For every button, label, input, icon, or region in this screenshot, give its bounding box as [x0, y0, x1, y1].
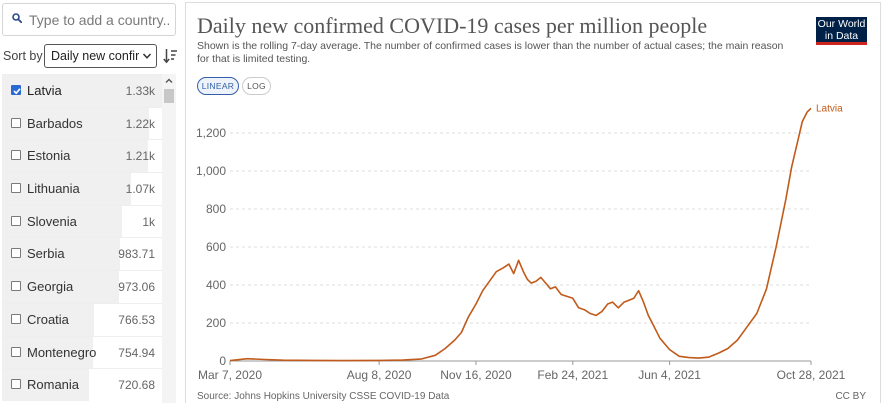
scroll-thumb[interactable]: [164, 89, 174, 103]
entity-row-latvia[interactable]: Latvia 1.33k: [2, 74, 162, 107]
y-tick-label: 800: [206, 202, 226, 216]
x-tick-label: Mar 7, 2020: [198, 368, 262, 382]
logo-line2: in Data: [824, 29, 859, 42]
entity-name: Georgia: [27, 279, 74, 295]
entity-value: 983.71: [118, 247, 155, 262]
entity-value: 1.22k: [125, 116, 155, 131]
entity-name: Estonia: [27, 148, 71, 164]
entity-checkbox[interactable]: [11, 248, 21, 259]
entity-checkbox[interactable]: [11, 215, 21, 226]
entity-name: Latvia: [27, 83, 62, 98]
entity-value: 754.94: [118, 345, 155, 360]
entity-value-bar: [2, 140, 148, 173]
entity-checkbox[interactable]: [11, 85, 21, 95]
y-tick-label: 400: [206, 278, 226, 292]
entity-checkbox[interactable]: [11, 117, 21, 128]
series-line-latvia[interactable]: [229, 107, 812, 362]
x-tick-label: Oct 28, 2021: [777, 368, 846, 382]
entity-row-estonia[interactable]: Estonia 1.21k: [2, 139, 162, 173]
entity-value-bar: [2, 107, 149, 140]
search-box[interactable]: [2, 3, 176, 36]
entity-name: Slovenia: [27, 213, 77, 229]
chevron-down-icon: [142, 53, 152, 59]
series-label[interactable]: Latvia: [816, 103, 843, 114]
search-icon: [12, 13, 22, 23]
entity-sidebar: Sort by Daily new confirmed cases per mi…: [0, 0, 182, 403]
scrollbar[interactable]: [162, 74, 176, 403]
entity-name: Montenegro: [27, 344, 97, 360]
chart-title: Daily new confirmed COVID-19 cases per m…: [197, 13, 708, 38]
entity-row-barbados[interactable]: Barbados 1.22k: [2, 106, 162, 140]
entity-checkbox[interactable]: [11, 346, 21, 357]
linear-scale-button[interactable]: LINEAR: [197, 77, 239, 95]
entity-name: Croatia: [27, 311, 69, 327]
license-note[interactable]: CC BY: [835, 391, 866, 402]
y-tick-label: 600: [206, 240, 226, 254]
entity-value: 1.21k: [125, 149, 155, 164]
entity-value: 720.68: [118, 378, 155, 393]
line-chart: 0 200 400 600 800 1,000 1,200 Mar 7, 2020 Aug 8,…: [196, 103, 846, 382]
entity-row-croatia[interactable]: Croatia 766.53: [2, 302, 162, 336]
y-tick-label: 1,000: [196, 164, 226, 178]
x-tick-label: Nov 16, 2020: [440, 368, 512, 382]
entity-row-georgia[interactable]: Georgia 973.06: [2, 270, 162, 303]
chart-subtitle: Shown is the rolling 7-day average. The …: [197, 40, 784, 65]
logo-bar: [816, 42, 867, 45]
x-tick-label: Aug 8, 2020: [347, 368, 412, 382]
x-tick-label: Feb 24, 2021: [537, 368, 608, 382]
entity-checkbox[interactable]: [11, 281, 21, 292]
entity-checkbox[interactable]: [11, 379, 21, 390]
entity-name: Lithuania: [27, 181, 80, 197]
entity-name: Serbia: [27, 246, 65, 262]
entity-value-bar: [2, 205, 123, 238]
entity-value: 1.07k: [125, 182, 155, 197]
sort-label: Sort by: [3, 49, 43, 63]
entity-value-bar: [2, 75, 162, 107]
entity-value: 1k: [142, 214, 155, 229]
entity-checkbox[interactable]: [11, 183, 21, 194]
entity-list: Latvia 1.33k Barbados 1.22k Estonia 1.21k Lith…: [2, 74, 162, 403]
sort-select[interactable]: Daily new confirmed cases per million: [44, 44, 157, 68]
sort-order-icon[interactable]: [163, 48, 178, 64]
logo-line1: Our World: [817, 18, 866, 30]
entity-row-montenegro[interactable]: Montenegro 754.94: [2, 335, 162, 369]
entity-value-bar: [2, 173, 131, 205]
y-tick-label: 1,200: [196, 126, 226, 140]
entity-row-slovenia[interactable]: Slovenia 1k: [2, 204, 162, 238]
entity-row-lithuania[interactable]: Lithuania 1.07k: [2, 172, 162, 205]
entity-value-bar: [2, 271, 120, 303]
search-input[interactable]: [29, 8, 169, 32]
logo-text: Our World in Data: [816, 18, 867, 42]
chart-card: Daily new confirmed COVID-19 cases per m…: [185, 2, 881, 403]
source-note[interactable]: Source: Johns Hopkins University CSSE CO…: [197, 391, 450, 402]
y-tick-label: 200: [206, 316, 226, 330]
entity-name: Barbados: [27, 115, 83, 131]
entity-row-romania[interactable]: Romania 720.68: [2, 368, 162, 401]
entity-value: 1.33k: [125, 84, 155, 98]
x-tick-label: Jun 4, 2021: [638, 368, 701, 382]
entity-value-bar: [2, 238, 121, 271]
sort-select-value: Daily new confirmed cases per million: [51, 49, 139, 63]
check-icon: [13, 88, 21, 95]
entity-checkbox[interactable]: [11, 150, 21, 161]
entity-row-serbia[interactable]: Serbia 983.71: [2, 237, 162, 271]
entity-name: Romania: [27, 377, 80, 393]
sort-row: Sort by Daily new confirmed cases per mi…: [0, 44, 182, 70]
y-tick-label: 0: [219, 354, 226, 368]
entity-checkbox[interactable]: [11, 313, 21, 324]
owid-logo[interactable]: Our World in Data: [816, 17, 867, 45]
entity-value: 973.06: [118, 280, 155, 295]
scroll-up-icon[interactable]: [162, 74, 176, 88]
entity-value: 766.53: [118, 312, 155, 327]
log-scale-button[interactable]: LOG: [242, 77, 271, 95]
